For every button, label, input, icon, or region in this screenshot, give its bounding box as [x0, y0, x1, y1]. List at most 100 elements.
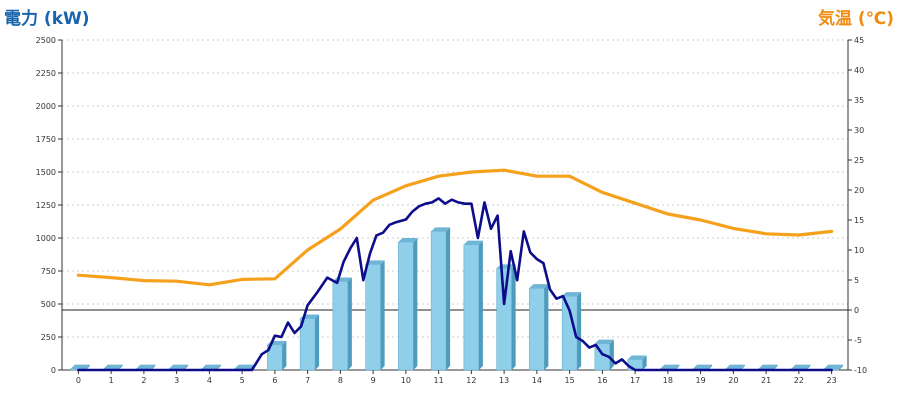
bar-side [413, 237, 418, 370]
bar-top [693, 364, 713, 369]
x-tick-label: 6 [272, 376, 277, 385]
bar-top [136, 364, 156, 369]
left-tick-label: 2500 [36, 36, 56, 45]
right-tick-label: 30 [854, 126, 864, 135]
x-tick-label: 17 [630, 376, 640, 385]
right-tick-label: 0 [854, 306, 859, 315]
x-tick-label: 18 [663, 376, 673, 385]
right-tick-label: 40 [854, 66, 864, 75]
left-tick-label: 1000 [36, 234, 56, 243]
bar-top [398, 237, 418, 242]
x-tick-label: 0 [76, 376, 81, 385]
bar-top [103, 364, 123, 369]
x-tick-label: 8 [338, 376, 343, 385]
bar-top [70, 364, 90, 369]
right-tick-label: 25 [854, 156, 864, 165]
bar-side [642, 355, 647, 370]
bar-side [773, 364, 778, 370]
bar-side [740, 364, 745, 370]
x-tick-label: 20 [728, 376, 738, 385]
bar-top [365, 260, 385, 265]
bar-side [708, 364, 713, 370]
bar-side [806, 364, 811, 370]
left-tick-label: 1750 [36, 135, 56, 144]
left-tick-label: 250 [41, 333, 56, 342]
right-tick-label: 20 [854, 186, 864, 195]
x-tick-label: 3 [174, 376, 179, 385]
bar-side [184, 364, 189, 370]
bar-side [216, 364, 221, 370]
bar [398, 241, 414, 371]
x-tick-label: 1 [109, 376, 114, 385]
bar-top [201, 364, 221, 369]
bar [332, 281, 349, 371]
bar-side [347, 277, 352, 370]
x-tick-label: 19 [696, 376, 706, 385]
bar-side [511, 264, 516, 370]
bar-top [627, 355, 647, 360]
bar-side [609, 339, 614, 370]
x-tick-label: 22 [794, 376, 804, 385]
bar-top [594, 339, 614, 344]
x-tick-label: 4 [207, 376, 212, 385]
right-tick-label: 45 [854, 36, 864, 45]
x-tick-label: 11 [434, 376, 444, 385]
bar-side [446, 227, 451, 370]
bar-top [529, 284, 549, 289]
right-tick-label: 5 [854, 276, 859, 285]
right-tick-label: 15 [854, 216, 864, 225]
x-tick-label: 12 [466, 376, 476, 385]
bar [463, 244, 480, 371]
left-tick-label: 750 [41, 267, 56, 276]
bar-top [463, 240, 483, 245]
bar-top [234, 364, 254, 369]
bar-side [315, 314, 320, 370]
bar-side [577, 292, 582, 370]
left-tick-label: 1500 [36, 168, 56, 177]
bar-side [380, 260, 385, 370]
bar-top [791, 364, 811, 369]
power-line [77, 197, 833, 372]
bar-top [660, 364, 680, 369]
bar-top [758, 364, 778, 369]
bar-side [544, 284, 549, 370]
bar-side [85, 364, 90, 370]
x-tick-label: 5 [240, 376, 245, 385]
bar-side [478, 240, 483, 370]
bar [529, 287, 545, 371]
temperature-line [76, 168, 834, 287]
left-tick-label: 0 [51, 366, 56, 375]
left-axis-title: 電力 (kW) [4, 9, 90, 29]
bar-top [431, 227, 451, 232]
bar-top [824, 364, 844, 369]
bar-side [675, 364, 680, 370]
right-tick-label: -5 [854, 336, 862, 345]
left-tick-label: 2250 [36, 69, 56, 78]
bar [627, 359, 643, 371]
x-tick-label: 15 [565, 376, 575, 385]
bar [496, 268, 512, 371]
bar-top [169, 364, 189, 369]
left-tick-label: 1250 [36, 201, 56, 210]
x-tick-label: 13 [499, 376, 509, 385]
left-tick-label: 2000 [36, 102, 56, 111]
bar-side [249, 364, 254, 370]
x-tick-label: 14 [532, 376, 542, 385]
x-tick-label: 21 [761, 376, 771, 385]
x-tick-label: 10 [401, 376, 411, 385]
bar-top [562, 292, 582, 297]
bar [430, 231, 447, 371]
x-tick-label: 9 [371, 376, 376, 385]
x-tick-label: 16 [597, 376, 607, 385]
bar [365, 264, 381, 371]
x-tick-label: 2 [141, 376, 146, 385]
left-tick-label: 500 [41, 300, 56, 309]
bar-side [118, 364, 123, 370]
bar-top [725, 364, 745, 369]
right-tick-label: 10 [854, 246, 864, 255]
bar-side [282, 340, 287, 370]
x-tick-label: 7 [305, 376, 310, 385]
bar-side [839, 364, 844, 370]
x-tick-label: 23 [827, 376, 837, 385]
